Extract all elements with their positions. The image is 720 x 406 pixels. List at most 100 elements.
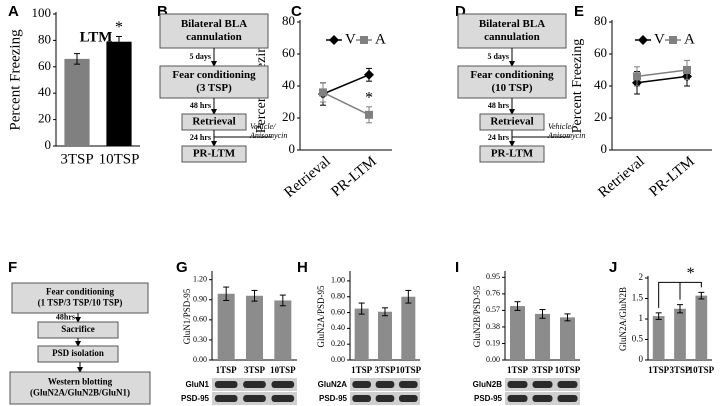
blot-band: [507, 381, 528, 388]
flow-side-note: Vehicle/: [250, 122, 276, 131]
x-tick-label: 3TSP: [532, 365, 554, 375]
x-tick-label: 10TSP: [555, 365, 581, 375]
y-tick-label: 20: [594, 109, 607, 124]
significance-star: *: [115, 19, 123, 36]
x-tick-label: 1TSP: [216, 365, 238, 375]
flow-box: [159, 13, 269, 49]
y-tick-label: 0.40: [331, 323, 345, 332]
bar: [378, 311, 392, 360]
flow-box-text: Retrieval: [192, 116, 235, 128]
panel-label: A: [8, 3, 19, 20]
y-tick-label: 0.80: [331, 292, 345, 301]
bar: [217, 293, 235, 360]
y-axis-label: Percent Freezing: [7, 29, 23, 131]
flow-box-text: cannulation: [484, 31, 540, 43]
panel-label: I: [455, 259, 459, 276]
x-tick-label: 10TSP: [270, 365, 296, 375]
flow-edge-label: 48hrs: [56, 312, 75, 321]
y-tick-label: 0.76: [486, 289, 500, 298]
blot-label: GluN2A: [318, 380, 348, 389]
panel-label: J: [609, 259, 617, 276]
y-tick-label: 0: [639, 354, 644, 364]
blot-band: [399, 395, 418, 402]
panel-label: E: [574, 3, 584, 20]
legend-label: A: [375, 31, 386, 47]
y-axis-label: GluN2A/PSD-95: [316, 285, 326, 348]
blot-band: [352, 381, 371, 388]
flow-box: [37, 345, 119, 363]
x-tick-label: 10TSP: [396, 365, 422, 375]
chart-title: LTM: [80, 29, 113, 45]
x-tick-label: 3TSP: [244, 365, 266, 375]
y-tick-label: 0.57: [486, 305, 500, 314]
bar: [674, 308, 686, 360]
series-line: [322, 74, 370, 95]
y-tick-label: 0.60: [193, 315, 207, 324]
flow-box-text: (10 TSP): [491, 82, 532, 94]
x-tick-label: 3TSP: [60, 151, 93, 167]
blot-band: [532, 381, 553, 388]
y-tick-label: 0.20: [331, 339, 345, 348]
y-axis-label: GluN1/PSD-95: [182, 288, 192, 344]
y-tick-label: 20: [38, 111, 51, 126]
flow-box-text: PR-LTM: [193, 148, 236, 160]
flow-edge-label: 24 hrs: [190, 133, 211, 142]
flow-side-note: Anisomycin: [249, 131, 287, 140]
bar: [535, 313, 550, 360]
y-tick-label: 0.00: [193, 355, 207, 364]
legend-label: A: [684, 31, 695, 47]
y-tick-label: 0.30: [193, 335, 207, 344]
significance-star: *: [687, 265, 695, 282]
legend-marker: [329, 35, 339, 45]
blot-label: PSD-95: [474, 394, 503, 403]
blot-band: [214, 381, 238, 388]
x-tick-label: PR-LTM: [646, 153, 697, 200]
series-line: [636, 75, 688, 84]
flow-edge-label: 5 days: [487, 52, 509, 61]
flow-edge-label: 48 hrs: [190, 101, 211, 110]
panel-label: D: [455, 3, 466, 20]
x-tick-label: Retrieval: [281, 153, 333, 201]
flow-box-text: Fear conditioning: [172, 69, 256, 81]
y-tick-label: 0: [45, 137, 52, 152]
panel-label: B: [157, 3, 168, 20]
bar: [401, 296, 416, 360]
blot-band: [507, 395, 528, 402]
flow-box: [457, 65, 567, 99]
blot-band: [557, 381, 578, 388]
y-tick-label: 40: [38, 84, 51, 99]
blot-band: [557, 395, 578, 402]
panel-label: F: [8, 259, 17, 276]
flow-box-text: cannulation: [186, 31, 242, 43]
y-tick-label: 40: [282, 77, 295, 92]
legend-label: V: [654, 31, 665, 47]
flow-box-text: (1 TSP/3 TSP/10 TSP): [38, 298, 123, 308]
y-tick-label: 80: [282, 13, 295, 28]
flow-box: [479, 145, 545, 163]
bar: [64, 58, 90, 146]
flow-edge-label: 5 days: [189, 52, 211, 61]
blot-label: GluN1: [185, 380, 209, 389]
y-tick-label: 0.38: [486, 322, 500, 331]
blot-band: [399, 381, 418, 388]
flow-box: [9, 371, 151, 405]
blot-band: [271, 395, 295, 402]
flow-box-text: Fear conditioning: [470, 69, 554, 81]
flow-box-text: Western blotting: [48, 377, 113, 387]
y-tick-label: 1.5: [632, 293, 644, 303]
flow-box-text: PR-LTM: [491, 148, 534, 160]
flow-box-text: Bilateral BLA: [181, 18, 247, 30]
y-axis-label: Percent Freezing: [570, 39, 585, 133]
flow-edge-label: 24 hrs: [488, 133, 509, 142]
point: [683, 66, 691, 74]
flow-box-text: Sacrifice: [61, 324, 94, 334]
flow-box-text: (GluN2A/GluN2B/GluN1): [30, 388, 130, 398]
flow-box-text: Retrieval: [490, 116, 533, 128]
y-tick-label: 0: [289, 141, 296, 156]
y-tick-label: 0: [601, 141, 608, 156]
y-tick-label: 80: [594, 13, 607, 28]
flow-box: [159, 65, 269, 99]
flow-box-text: (3 TSP): [196, 82, 232, 94]
flow-side-note: Vehicle/: [548, 122, 574, 131]
y-axis-label: GluN2A/GluN2B: [618, 287, 628, 351]
